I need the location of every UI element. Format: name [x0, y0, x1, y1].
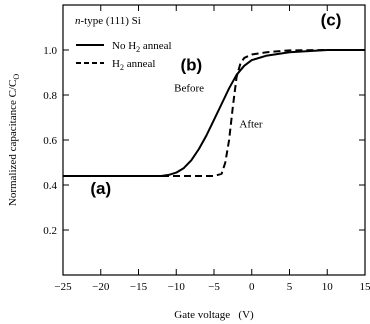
y-tick-label: 0.6	[43, 135, 57, 147]
axis-ticks	[62, 5, 366, 275]
legend-entry-0-subscript: 2	[136, 45, 140, 54]
x-tick-label: −15	[130, 281, 148, 293]
legend-entry-0-label: No H	[112, 40, 136, 52]
x-tick-label: −25	[54, 281, 72, 293]
annotation-label: (b)	[180, 55, 202, 74]
y-axis-label-main: Normalized capacitance C/C	[7, 80, 19, 206]
series-line-no-h2-anneal	[63, 49, 365, 177]
annotation-label: After	[239, 119, 263, 131]
legend-entry-0-label-end: anneal	[140, 40, 171, 52]
series-group	[63, 49, 365, 177]
annotation-label: (c)	[321, 10, 342, 29]
axis-tick-labels: −25 −20 −15 −10 −5 0 5 10 15 0.2 0.4 0.6 0.8 1.0	[43, 45, 370, 293]
plot-frame	[62, 4, 366, 276]
y-axis-label-subscript: O	[12, 74, 21, 80]
x-axis-label: Gate voltage (V)	[174, 309, 254, 321]
legend-entry-1-label-end: anneal	[124, 58, 155, 70]
x-tick-label: −20	[92, 281, 110, 293]
legend-entry-1-subscript: 2	[120, 63, 124, 72]
legend-header-text: -type (111) Si	[81, 15, 141, 27]
y-tick-label: 0.2	[43, 225, 57, 237]
series-line-h2-anneal	[63, 49, 365, 177]
x-tick-label: 5	[287, 281, 293, 293]
x-tick-label: 15	[360, 281, 370, 293]
x-tick-label: 10	[322, 281, 334, 293]
legend-header-italic: n	[75, 15, 81, 27]
legend-entry-h2: H2 anneal	[112, 58, 155, 72]
legend-header: n-type (111) Si	[75, 15, 141, 27]
y-tick-label: 0.4	[43, 180, 57, 192]
x-tick-label: −10	[168, 281, 186, 293]
x-tick-label: −5	[208, 281, 220, 293]
legend-entry-1-label: H	[112, 58, 120, 70]
x-tick-label: 0	[249, 281, 255, 293]
y-axis-label: Normalized capacitance C/CO	[7, 74, 21, 206]
legend: n-type (111) Si No H2 anneal H2 anneal	[75, 15, 172, 72]
legend-entry-no-h2: No H2 anneal	[112, 40, 172, 54]
annotations: (a) (b) Before After (c)	[90, 10, 341, 198]
y-tick-label: 1.0	[43, 45, 57, 57]
annotation-label: (a)	[90, 179, 111, 198]
y-tick-label: 0.8	[43, 90, 57, 102]
annotation-label: Before	[174, 83, 204, 95]
